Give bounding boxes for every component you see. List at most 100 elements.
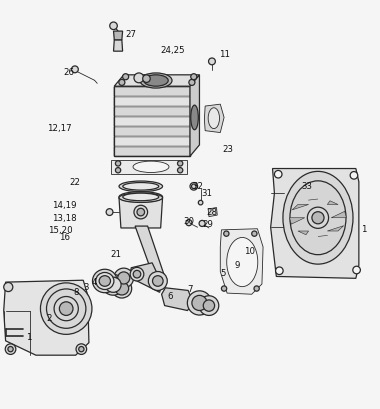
Text: 15,20: 15,20 [48, 226, 73, 235]
Circle shape [191, 74, 197, 80]
Text: 7: 7 [187, 285, 193, 294]
Circle shape [134, 205, 147, 219]
Circle shape [203, 300, 215, 311]
Polygon shape [327, 201, 338, 204]
Ellipse shape [123, 193, 159, 201]
Circle shape [71, 66, 78, 73]
Bar [114, 117, 190, 126]
Circle shape [59, 302, 73, 315]
Circle shape [8, 346, 13, 352]
Polygon shape [308, 199, 318, 200]
Bar [114, 127, 190, 136]
Polygon shape [111, 160, 187, 174]
Text: 28: 28 [206, 208, 217, 217]
Circle shape [189, 79, 195, 85]
Text: 27: 27 [126, 29, 137, 38]
Circle shape [353, 266, 360, 274]
Polygon shape [204, 104, 224, 133]
Polygon shape [318, 235, 328, 236]
Polygon shape [292, 204, 309, 210]
Text: 10: 10 [244, 247, 255, 256]
Polygon shape [327, 226, 344, 231]
Ellipse shape [119, 193, 163, 202]
Text: 6: 6 [168, 292, 173, 301]
Ellipse shape [191, 105, 198, 130]
Circle shape [254, 286, 259, 291]
Text: 1: 1 [361, 225, 367, 234]
Polygon shape [114, 75, 200, 86]
Circle shape [199, 220, 205, 227]
Text: 23: 23 [222, 145, 233, 154]
Circle shape [137, 208, 144, 216]
Circle shape [54, 297, 78, 321]
Ellipse shape [123, 182, 159, 190]
Ellipse shape [227, 238, 258, 287]
Bar [114, 97, 190, 106]
Polygon shape [220, 229, 263, 294]
Text: 22: 22 [69, 178, 80, 187]
Text: 3: 3 [83, 283, 89, 292]
Circle shape [106, 209, 113, 216]
Circle shape [133, 270, 141, 278]
Polygon shape [135, 226, 165, 276]
Circle shape [118, 272, 130, 284]
Circle shape [5, 344, 16, 355]
Circle shape [252, 231, 257, 236]
Ellipse shape [119, 192, 163, 202]
Bar [114, 137, 190, 146]
Polygon shape [130, 263, 162, 292]
Circle shape [199, 296, 219, 315]
Text: 9: 9 [234, 261, 240, 270]
Circle shape [192, 184, 196, 189]
Polygon shape [4, 280, 89, 355]
Circle shape [307, 207, 329, 228]
Circle shape [79, 346, 84, 352]
Text: 29: 29 [203, 220, 214, 229]
Circle shape [222, 286, 227, 291]
Polygon shape [114, 31, 123, 40]
Circle shape [350, 171, 358, 179]
Text: 2: 2 [46, 315, 52, 324]
Text: 1: 1 [26, 333, 32, 342]
Circle shape [116, 161, 121, 166]
Circle shape [148, 272, 167, 290]
Circle shape [4, 283, 13, 292]
Polygon shape [114, 86, 190, 156]
Circle shape [209, 58, 215, 65]
Text: 5: 5 [220, 269, 226, 278]
Circle shape [312, 212, 324, 224]
Polygon shape [271, 169, 359, 279]
Text: 21: 21 [111, 250, 122, 259]
Text: 12,17: 12,17 [47, 124, 72, 133]
Circle shape [142, 75, 150, 82]
Polygon shape [162, 288, 194, 310]
Circle shape [40, 283, 92, 335]
Text: 13,18: 13,18 [52, 213, 77, 222]
Circle shape [130, 267, 144, 281]
Polygon shape [208, 207, 217, 217]
Circle shape [190, 182, 198, 190]
Polygon shape [298, 231, 309, 235]
Circle shape [114, 268, 134, 288]
Circle shape [119, 79, 125, 85]
Text: 26: 26 [63, 68, 74, 77]
Text: 31: 31 [201, 189, 212, 198]
Text: 11: 11 [218, 50, 230, 59]
Polygon shape [119, 198, 163, 228]
Ellipse shape [99, 276, 111, 286]
Text: 4: 4 [92, 278, 97, 287]
Bar [114, 147, 190, 156]
Ellipse shape [92, 269, 117, 293]
Circle shape [76, 344, 87, 355]
Circle shape [187, 291, 212, 315]
Ellipse shape [290, 181, 346, 255]
Ellipse shape [102, 274, 124, 295]
Circle shape [192, 295, 207, 310]
Circle shape [46, 289, 86, 328]
Text: 32: 32 [192, 182, 203, 191]
Ellipse shape [112, 279, 132, 298]
Circle shape [186, 220, 192, 226]
Ellipse shape [144, 75, 168, 86]
Text: 33: 33 [302, 182, 313, 191]
Circle shape [274, 171, 282, 178]
